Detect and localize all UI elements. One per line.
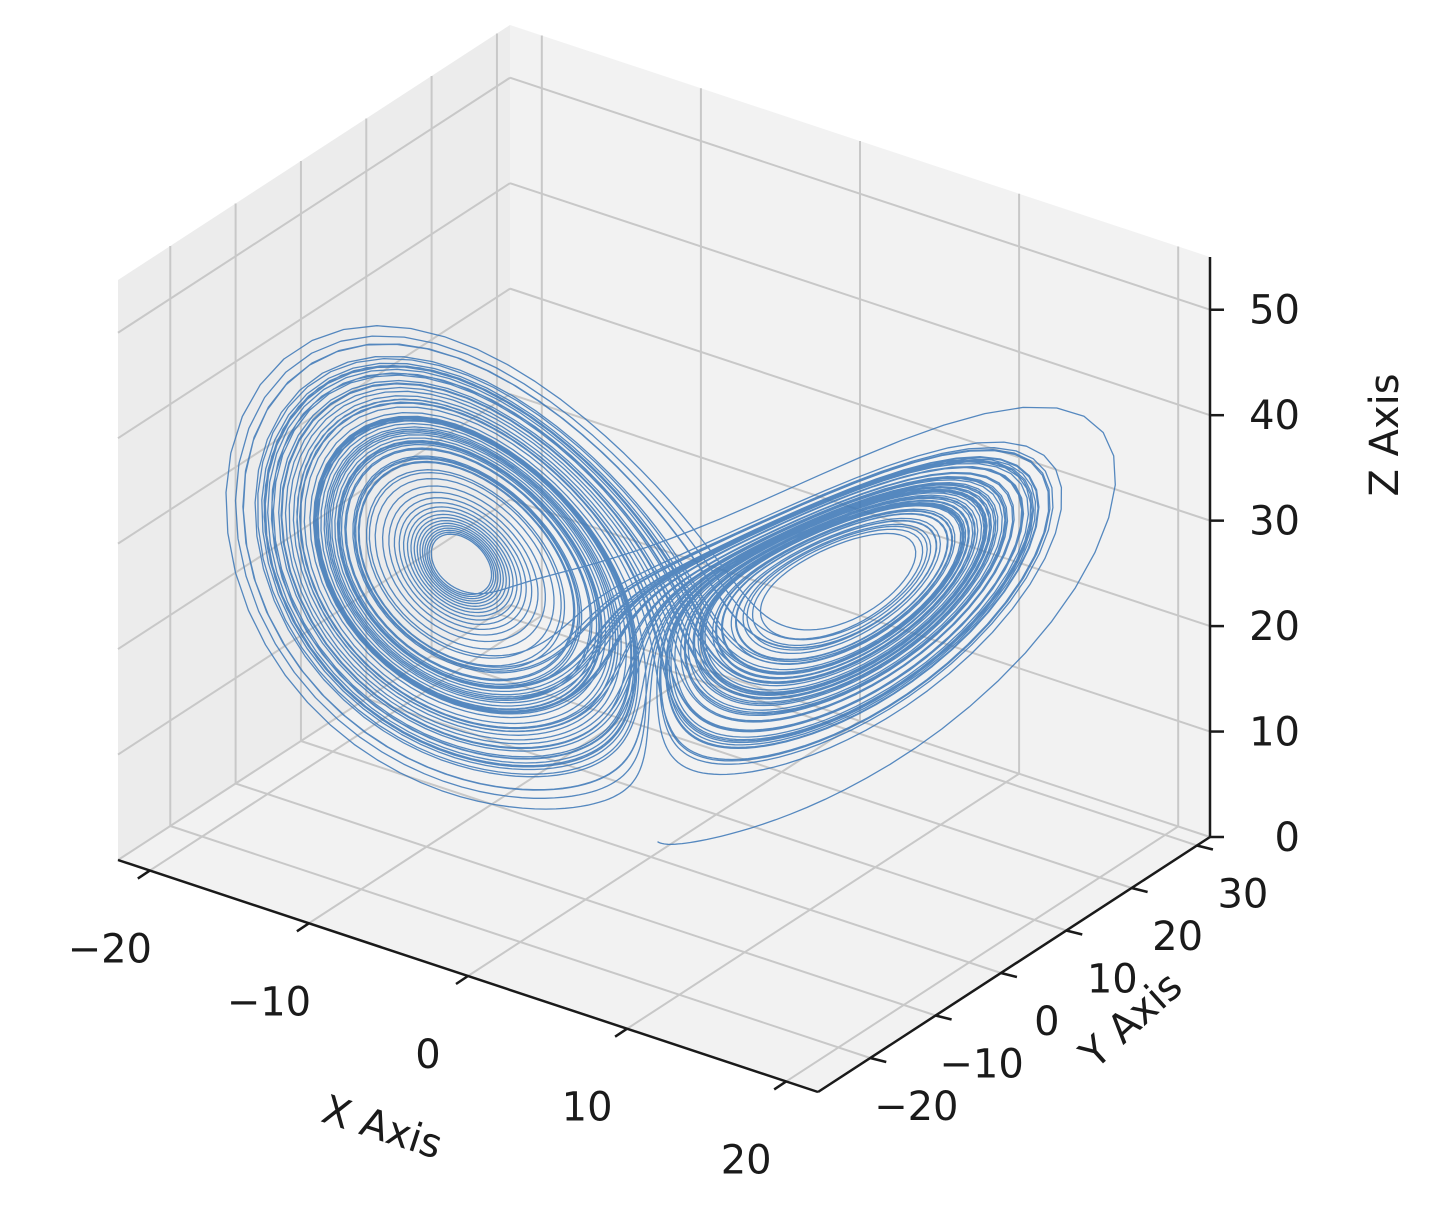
- grid-line: [149, 614, 543, 872]
- x-tick-label: 0: [415, 1032, 440, 1078]
- y-tick-label: 30: [1217, 872, 1268, 918]
- grid-line: [117, 287, 511, 545]
- grid-line: [509, 76, 1211, 311]
- x-tick-label: −20: [68, 927, 152, 973]
- y-tick-label: 20: [1152, 914, 1203, 960]
- grid-line: [467, 720, 861, 977]
- y-tick-label: −10: [939, 1042, 1023, 1088]
- grid-line: [235, 782, 936, 1017]
- tick-mark: [1196, 844, 1214, 851]
- tick-mark: [773, 1080, 787, 1091]
- x-axis-label: X Axis: [316, 1087, 447, 1169]
- tick-mark: [869, 1056, 887, 1064]
- tick-mark: [1065, 929, 1083, 936]
- tick-mark: [935, 1014, 952, 1021]
- tick-mark: [1131, 886, 1148, 894]
- z-tick-label: 30: [1249, 499, 1300, 545]
- grid-line: [117, 182, 511, 440]
- grid-line: [626, 772, 1020, 1030]
- tick-mark: [137, 869, 151, 880]
- tick-mark: [455, 974, 469, 986]
- z-tick-label: 20: [1249, 604, 1300, 650]
- trajectory-line: [225, 325, 1116, 846]
- grid-line: [509, 182, 1211, 417]
- y-tick-label: 10: [1087, 957, 1138, 1003]
- grid-line: [117, 76, 511, 334]
- tick-mark: [296, 922, 310, 933]
- z-tick-label: 0: [1275, 815, 1300, 861]
- z-tick-label: 50: [1249, 288, 1300, 334]
- axis-panes: [118, 25, 1210, 1092]
- tick-marks: [137, 308, 1224, 1091]
- tick-mark: [614, 1027, 628, 1038]
- grid-line: [785, 825, 1179, 1083]
- grid-line: [300, 740, 1002, 974]
- z-tick-label: 10: [1249, 710, 1300, 756]
- y-axis-line: [817, 835, 1211, 1094]
- z-axis-label: Z Axis: [1362, 373, 1408, 496]
- x-tick-label: 10: [562, 1085, 613, 1131]
- x-tick-label: −10: [227, 979, 311, 1025]
- lorenz-trajectory: [225, 325, 1116, 846]
- grid-line: [169, 825, 871, 1059]
- grid-line: [509, 287, 1211, 522]
- y-tick-label: 0: [1034, 999, 1059, 1045]
- z-tick-label: 40: [1249, 393, 1300, 439]
- x-tick-label: 20: [721, 1138, 772, 1184]
- tick-mark: [1000, 971, 1018, 979]
- grid-line: [117, 498, 511, 756]
- grid-line: [365, 697, 1067, 932]
- y-tick-label: −20: [874, 1084, 958, 1130]
- grid-line: [431, 655, 1132, 889]
